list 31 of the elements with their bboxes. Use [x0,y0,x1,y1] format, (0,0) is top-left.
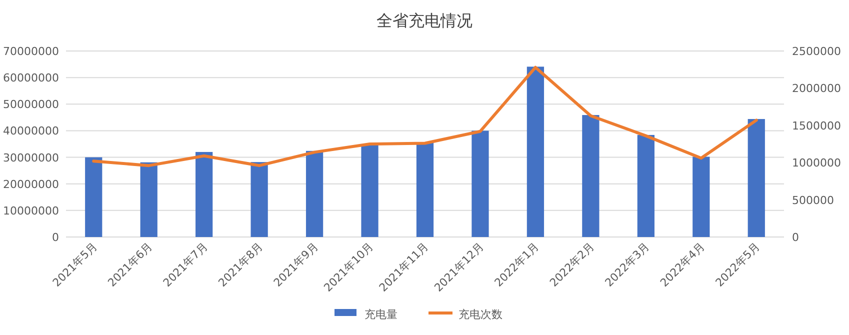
bar [526,66,544,237]
y2-tick-label: 0 [792,231,799,244]
bar [582,115,600,237]
y-tick-label: 0 [52,231,59,244]
y2-tick-label: 2000000 [792,82,841,96]
legend-label: 充电次数 [458,308,502,321]
bar [416,142,434,237]
bar [472,130,489,237]
y-tick-label: 50000000 [3,98,59,112]
bar [692,156,710,237]
y-tick-label: 30000000 [3,151,59,164]
line-series [92,66,758,168]
bar [361,144,378,237]
bar [637,134,654,237]
chart-title: 全省充电情况 [376,11,472,30]
y-tick-label: 70000000 [3,45,59,58]
y2-tick-label: 500000 [792,194,834,207]
bar [196,152,213,237]
bar [306,150,324,237]
bar [85,157,102,237]
y2-tick-label: 1000000 [792,156,841,170]
y-tick-label: 10000000 [3,204,59,218]
y-tick-label: 60000000 [3,72,59,85]
y-tick-label: 40000000 [3,124,59,138]
legend-label: 充电量 [364,308,398,321]
bar [250,162,268,237]
y2-tick-label: 2500000 [792,45,841,58]
y-tick-label: 20000000 [3,178,59,191]
y2-tick-label: 1500000 [792,119,841,132]
bar [140,162,158,237]
bar [748,119,765,237]
